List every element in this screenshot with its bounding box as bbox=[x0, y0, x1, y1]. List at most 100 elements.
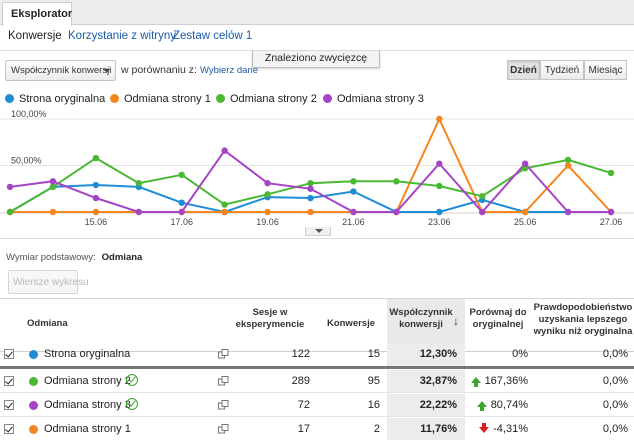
data-point[interactable] bbox=[49, 208, 57, 216]
col-sessions-header[interactable]: Sesje w eksperymencie bbox=[235, 307, 305, 330]
subnav-conversions[interactable]: Konwersje bbox=[8, 30, 62, 42]
data-point[interactable] bbox=[92, 194, 100, 202]
data-point[interactable] bbox=[92, 208, 100, 216]
data-point[interactable] bbox=[178, 199, 185, 206]
data-point[interactable] bbox=[307, 185, 314, 192]
up-arrow-icon bbox=[470, 377, 481, 387]
data-point[interactable] bbox=[49, 178, 57, 185]
external-link-icon[interactable] bbox=[218, 424, 229, 434]
data-point[interactable] bbox=[135, 179, 142, 187]
variant-name[interactable]: Odmiana strony 3 bbox=[44, 399, 131, 411]
data-point[interactable] bbox=[564, 156, 572, 164]
data-point[interactable] bbox=[350, 178, 357, 185]
collapse-chart-button[interactable] bbox=[305, 227, 331, 236]
data-point[interactable] bbox=[436, 182, 443, 190]
col-conv-rate-header[interactable]: Współczynnik konwersji bbox=[389, 307, 453, 330]
data-point[interactable] bbox=[350, 208, 357, 216]
divider bbox=[0, 50, 634, 51]
choose-metric-link[interactable]: Wybierz dane bbox=[200, 65, 258, 76]
data-point[interactable] bbox=[521, 160, 529, 167]
legend-original[interactable]: Strona oryginalna bbox=[5, 93, 105, 105]
data-point[interactable] bbox=[607, 169, 615, 177]
data-point[interactable] bbox=[607, 208, 615, 216]
primary-dimension-value[interactable]: Odmiana bbox=[101, 252, 143, 263]
row-checkbox[interactable] bbox=[4, 424, 14, 434]
col-conversions-header[interactable]: Konwersje bbox=[326, 318, 376, 329]
range-month-button[interactable]: Miesiąc bbox=[584, 60, 627, 80]
legend-variant-2[interactable]: Odmiana strony 2 bbox=[216, 93, 317, 105]
table-row[interactable]: Odmiana strony 3 72 16 22,22% 80,74% 0,0% bbox=[0, 394, 634, 417]
range-week-button[interactable]: Tydzień bbox=[540, 60, 584, 80]
row-checkbox[interactable] bbox=[4, 376, 14, 386]
data-point[interactable] bbox=[135, 208, 142, 216]
variant-name[interactable]: Odmiana strony 1 bbox=[44, 423, 131, 435]
data-point[interactable] bbox=[350, 188, 357, 195]
metric-select[interactable]: Współczynnik konwersji bbox=[5, 60, 116, 81]
range-day-button[interactable]: Dzień bbox=[507, 60, 540, 80]
tab-explorer[interactable]: Eksplorator bbox=[2, 2, 72, 26]
legend-variant-3[interactable]: Odmiana strony 3 bbox=[323, 93, 424, 105]
legend-label: Odmiana strony 3 bbox=[337, 93, 424, 105]
data-point[interactable] bbox=[307, 194, 314, 202]
conv-rate-value: 32,87% bbox=[419, 375, 457, 387]
data-point[interactable] bbox=[307, 208, 314, 216]
tab-bar bbox=[0, 0, 634, 25]
data-point[interactable] bbox=[92, 154, 100, 162]
x-tick-label: 27.06 bbox=[600, 217, 623, 227]
variant-name[interactable]: Strona oryginalna bbox=[44, 348, 131, 360]
subnav-site-usage[interactable]: Korzystanie z witryny bbox=[68, 30, 177, 42]
data-point[interactable] bbox=[564, 162, 572, 169]
col-compare-header[interactable]: Porównaj do oryginalnej bbox=[469, 307, 527, 330]
data-point[interactable] bbox=[479, 208, 486, 216]
variant-name[interactable]: Odmiana strony 2 bbox=[44, 375, 131, 387]
row-checkbox[interactable] bbox=[4, 349, 14, 359]
row-checkbox[interactable] bbox=[4, 400, 14, 410]
legend-variant-1[interactable]: Odmiana strony 1 bbox=[110, 93, 211, 105]
subnav-goal-set-1[interactable]: Zestaw celów 1 bbox=[173, 30, 253, 42]
line-chart: 100,00% 50,00% 15.06 17.06 19.06 21.06 23.06 25… bbox=[0, 109, 634, 227]
data-point[interactable] bbox=[221, 208, 228, 216]
data-point[interactable] bbox=[221, 201, 228, 208]
external-link-icon[interactable] bbox=[218, 376, 229, 386]
data-point[interactable] bbox=[436, 160, 443, 167]
data-point[interactable] bbox=[6, 183, 14, 191]
data-point[interactable] bbox=[436, 115, 443, 123]
metric-select-value: Współczynnik konwersji bbox=[11, 65, 112, 76]
data-point[interactable] bbox=[6, 208, 14, 216]
data-point[interactable] bbox=[178, 171, 185, 178]
data-point[interactable] bbox=[564, 208, 572, 216]
data-point[interactable] bbox=[436, 208, 443, 216]
data-point[interactable] bbox=[178, 208, 185, 216]
chevron-down-icon bbox=[315, 229, 323, 233]
sorted-column-highlight bbox=[387, 418, 465, 440]
up-arrow-icon bbox=[476, 401, 487, 411]
external-link-icon[interactable] bbox=[218, 400, 229, 410]
x-tick-label: 15.06 bbox=[85, 217, 108, 227]
sorted-column-highlight bbox=[387, 394, 465, 416]
table-row[interactable]: Odmiana strony 2 289 95 32,87% 167,36% 0,0% bbox=[0, 370, 634, 393]
data-point[interactable] bbox=[479, 192, 486, 200]
data-point[interactable] bbox=[307, 179, 314, 187]
col-probability-header[interactable]: Prawdopodobieństwo uzyskania lepszego wy… bbox=[533, 302, 633, 337]
data-point[interactable] bbox=[393, 178, 400, 185]
data-point[interactable] bbox=[92, 181, 100, 189]
data-point[interactable] bbox=[49, 183, 57, 191]
legend-dot bbox=[216, 94, 225, 103]
col-variant-header[interactable]: Odmiana bbox=[27, 318, 68, 329]
variant-color-dot bbox=[29, 401, 38, 410]
data-point[interactable] bbox=[264, 191, 271, 198]
y-tick-label: 50,00% bbox=[11, 156, 42, 166]
external-link-icon[interactable] bbox=[218, 349, 229, 359]
data-point[interactable] bbox=[264, 179, 271, 187]
data-point[interactable] bbox=[521, 165, 529, 172]
table-row[interactable]: Strona oryginalna 122 15 12,30% 0% 0,0% bbox=[0, 343, 634, 369]
data-point[interactable] bbox=[264, 208, 271, 216]
legend-label: Odmiana strony 2 bbox=[230, 93, 317, 105]
compare-label: w porównaniu z: bbox=[121, 64, 197, 76]
data-point[interactable] bbox=[221, 147, 228, 154]
table-row[interactable]: Odmiana strony 1 17 2 11,76% -4,31% 0,0% bbox=[0, 418, 634, 440]
data-point[interactable] bbox=[521, 208, 529, 216]
down-arrow-icon bbox=[479, 423, 490, 433]
data-point[interactable] bbox=[393, 208, 400, 216]
sessions-value: 72 bbox=[297, 399, 310, 411]
